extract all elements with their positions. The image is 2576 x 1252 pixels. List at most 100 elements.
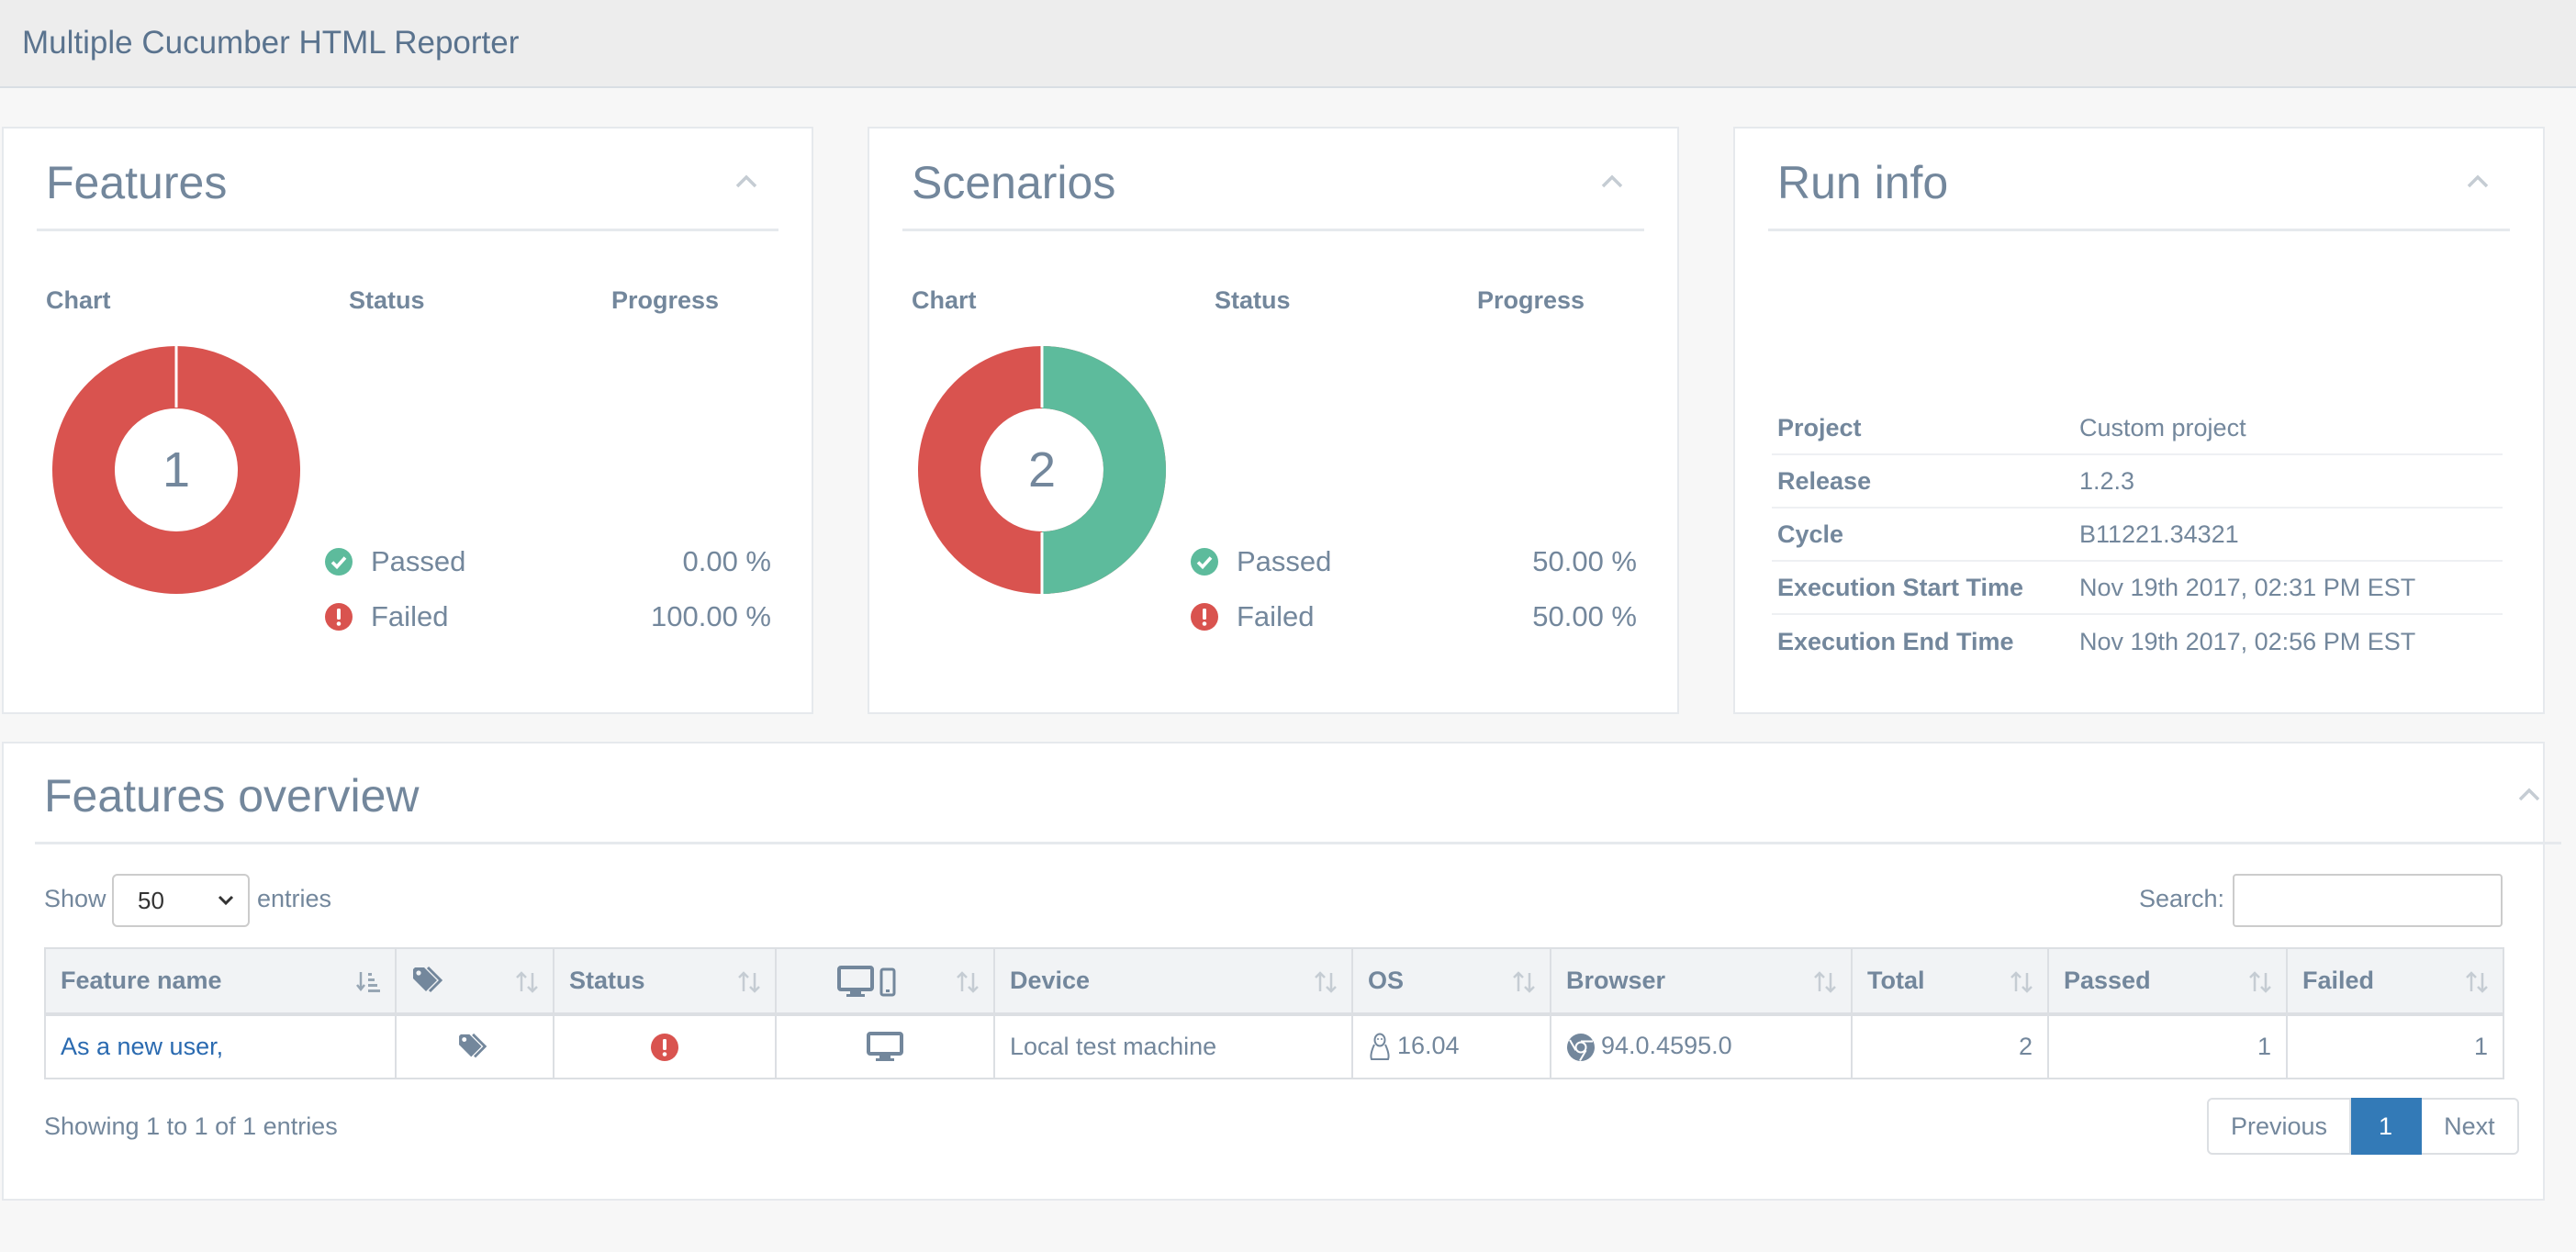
run-info-key: Cycle xyxy=(1777,520,1844,548)
browser-version: 94.0.4595.0 xyxy=(1601,1032,1732,1060)
collapse-chevron-up-icon[interactable] xyxy=(1600,173,1624,196)
feature-link[interactable]: As a new user, xyxy=(61,1033,224,1060)
col-device[interactable]: Device xyxy=(993,947,1353,1016)
table-header-row: Feature name Status Device OS xyxy=(44,947,2504,1016)
features-panel-header: Features xyxy=(37,129,778,231)
run-info-key: Project xyxy=(1777,413,1862,442)
previous-button[interactable]: Previous xyxy=(2207,1098,2352,1155)
table-info: Showing 1 to 1 of 1 entries xyxy=(44,1112,338,1140)
collapse-chevron-up-icon[interactable] xyxy=(734,173,758,196)
run-info-value: B11221.34321 xyxy=(2079,520,2239,548)
scenarios-failed-row: Failed xyxy=(1191,600,1314,633)
features-donut-svg xyxy=(52,343,300,594)
scenarios-passed-arc xyxy=(1040,346,1166,594)
search-label: Search: xyxy=(2139,885,2225,912)
chrome-icon xyxy=(1567,1033,1595,1061)
sort-icon xyxy=(516,971,538,993)
overview-title: Features overview xyxy=(44,770,420,822)
features-failed-label: Failed xyxy=(371,600,449,632)
exclamation-circle-icon xyxy=(325,603,353,631)
col-status[interactable]: Status xyxy=(553,947,777,1016)
col-feature-name[interactable]: Feature name xyxy=(44,947,397,1016)
pagination: Previous 1 Next xyxy=(2207,1098,2519,1155)
col-passed-label: Passed xyxy=(2064,967,2151,994)
col-device-label: Device xyxy=(1010,967,1091,994)
run-info-table: Project Custom project Release 1.2.3 Cyc… xyxy=(1772,402,2503,668)
features-donut-chart: 1 xyxy=(50,343,303,597)
tags-icon[interactable] xyxy=(456,1033,493,1062)
exclamation-circle-icon xyxy=(1191,603,1218,631)
app-title: Multiple Cucumber HTML Reporter xyxy=(22,25,520,61)
scenarios-donut-chart: 2 xyxy=(915,343,1169,597)
linux-icon xyxy=(1370,1033,1390,1060)
col-total[interactable]: Total xyxy=(1851,947,2049,1016)
features-passed-pct: 0.00 % xyxy=(682,545,771,577)
collapse-chevron-up-icon[interactable] xyxy=(2517,786,2541,810)
search-input[interactable] xyxy=(2233,874,2503,927)
status-cell xyxy=(553,1013,777,1079)
sort-amount-icon xyxy=(356,972,380,992)
run-info-value: 1.2.3 xyxy=(2079,466,2135,495)
page-1-button[interactable]: 1 xyxy=(2351,1098,2423,1155)
col-tags[interactable] xyxy=(395,947,554,1016)
chevron-down-icon xyxy=(218,895,234,906)
scenarios-passed-pct: 50.00 % xyxy=(1532,545,1637,577)
run-info-row-end-time: Execution End Time Nov 19th 2017, 02:56 … xyxy=(1772,615,2503,668)
device-cell: Local test machine xyxy=(993,1013,1353,1079)
run-info-key: Execution End Time xyxy=(1777,627,2014,655)
col-browser[interactable]: Browser xyxy=(1550,947,1853,1016)
total-cell: 2 xyxy=(1851,1013,2049,1079)
sort-icon xyxy=(1814,971,1836,993)
entries-select-value: 50 xyxy=(138,886,164,914)
col-os[interactable]: OS xyxy=(1351,947,1551,1016)
run-info-key: Release xyxy=(1777,466,1872,495)
sort-icon xyxy=(957,971,979,993)
exclamation-circle-icon xyxy=(651,1034,678,1062)
passed-cell: 1 xyxy=(2047,1013,2288,1079)
check-circle-icon xyxy=(325,548,353,576)
check-circle-icon xyxy=(1191,548,1218,576)
scenarios-title: Scenarios xyxy=(912,157,1116,208)
features-col-status: Status xyxy=(349,286,425,314)
features-table: Feature name Status Device OS xyxy=(44,947,2504,1079)
run-info-row-cycle: Cycle B11221.34321 xyxy=(1772,509,2503,562)
col-passed[interactable]: Passed xyxy=(2047,947,2288,1016)
features-failed-row: Failed xyxy=(325,600,448,633)
scenarios-col-status: Status xyxy=(1215,286,1291,314)
run-info-row-start-time: Execution Start Time Nov 19th 2017, 02:3… xyxy=(1772,562,2503,615)
os-cell: 16.04 xyxy=(1351,1013,1551,1079)
scenarios-col-chart: Chart xyxy=(912,286,977,314)
col-os-label: OS xyxy=(1368,967,1405,994)
scenarios-donut-svg xyxy=(918,343,1166,597)
features-passed-label: Passed xyxy=(371,545,466,577)
sort-icon xyxy=(2466,971,2488,993)
desktop-mobile-icon xyxy=(837,966,896,997)
failed-cell: 1 xyxy=(2286,1013,2504,1079)
run-info-panel-header: Run info xyxy=(1768,129,2510,231)
entries-select[interactable]: 50 xyxy=(112,874,250,927)
tags-icon xyxy=(413,966,443,993)
scenarios-panel: Scenarios Chart Status Progress 2 Passed… xyxy=(868,127,1679,714)
col-device-type[interactable] xyxy=(775,947,995,1016)
col-failed[interactable]: Failed xyxy=(2286,947,2504,1016)
desktop-icon xyxy=(867,1031,903,1061)
col-feature-name-label: Feature name xyxy=(61,967,222,994)
features-passed-row: Passed xyxy=(325,545,465,578)
next-button[interactable]: Next xyxy=(2422,1098,2519,1155)
sort-icon xyxy=(1513,971,1535,993)
run-info-value: Nov 19th 2017, 02:31 PM EST xyxy=(2079,573,2416,601)
features-col-progress: Progress xyxy=(611,286,720,314)
sort-icon xyxy=(2249,971,2271,993)
collapse-chevron-up-icon[interactable] xyxy=(2466,173,2490,196)
entries-label: entries xyxy=(257,885,332,912)
scenarios-failed-label: Failed xyxy=(1237,600,1315,632)
scenarios-total-count: 2 xyxy=(1027,442,1057,497)
run-info-value: Nov 19th 2017, 02:56 PM EST xyxy=(2079,627,2416,655)
browser-cell: 94.0.4595.0 xyxy=(1550,1013,1853,1079)
col-total-label: Total xyxy=(1867,967,1925,994)
scenarios-failed-pct: 50.00 % xyxy=(1532,600,1637,632)
show-label: Show xyxy=(44,885,106,912)
features-total-count: 1 xyxy=(162,442,191,497)
run-info-row-release: Release 1.2.3 xyxy=(1772,455,2503,509)
scenarios-col-progress: Progress xyxy=(1477,286,1585,314)
